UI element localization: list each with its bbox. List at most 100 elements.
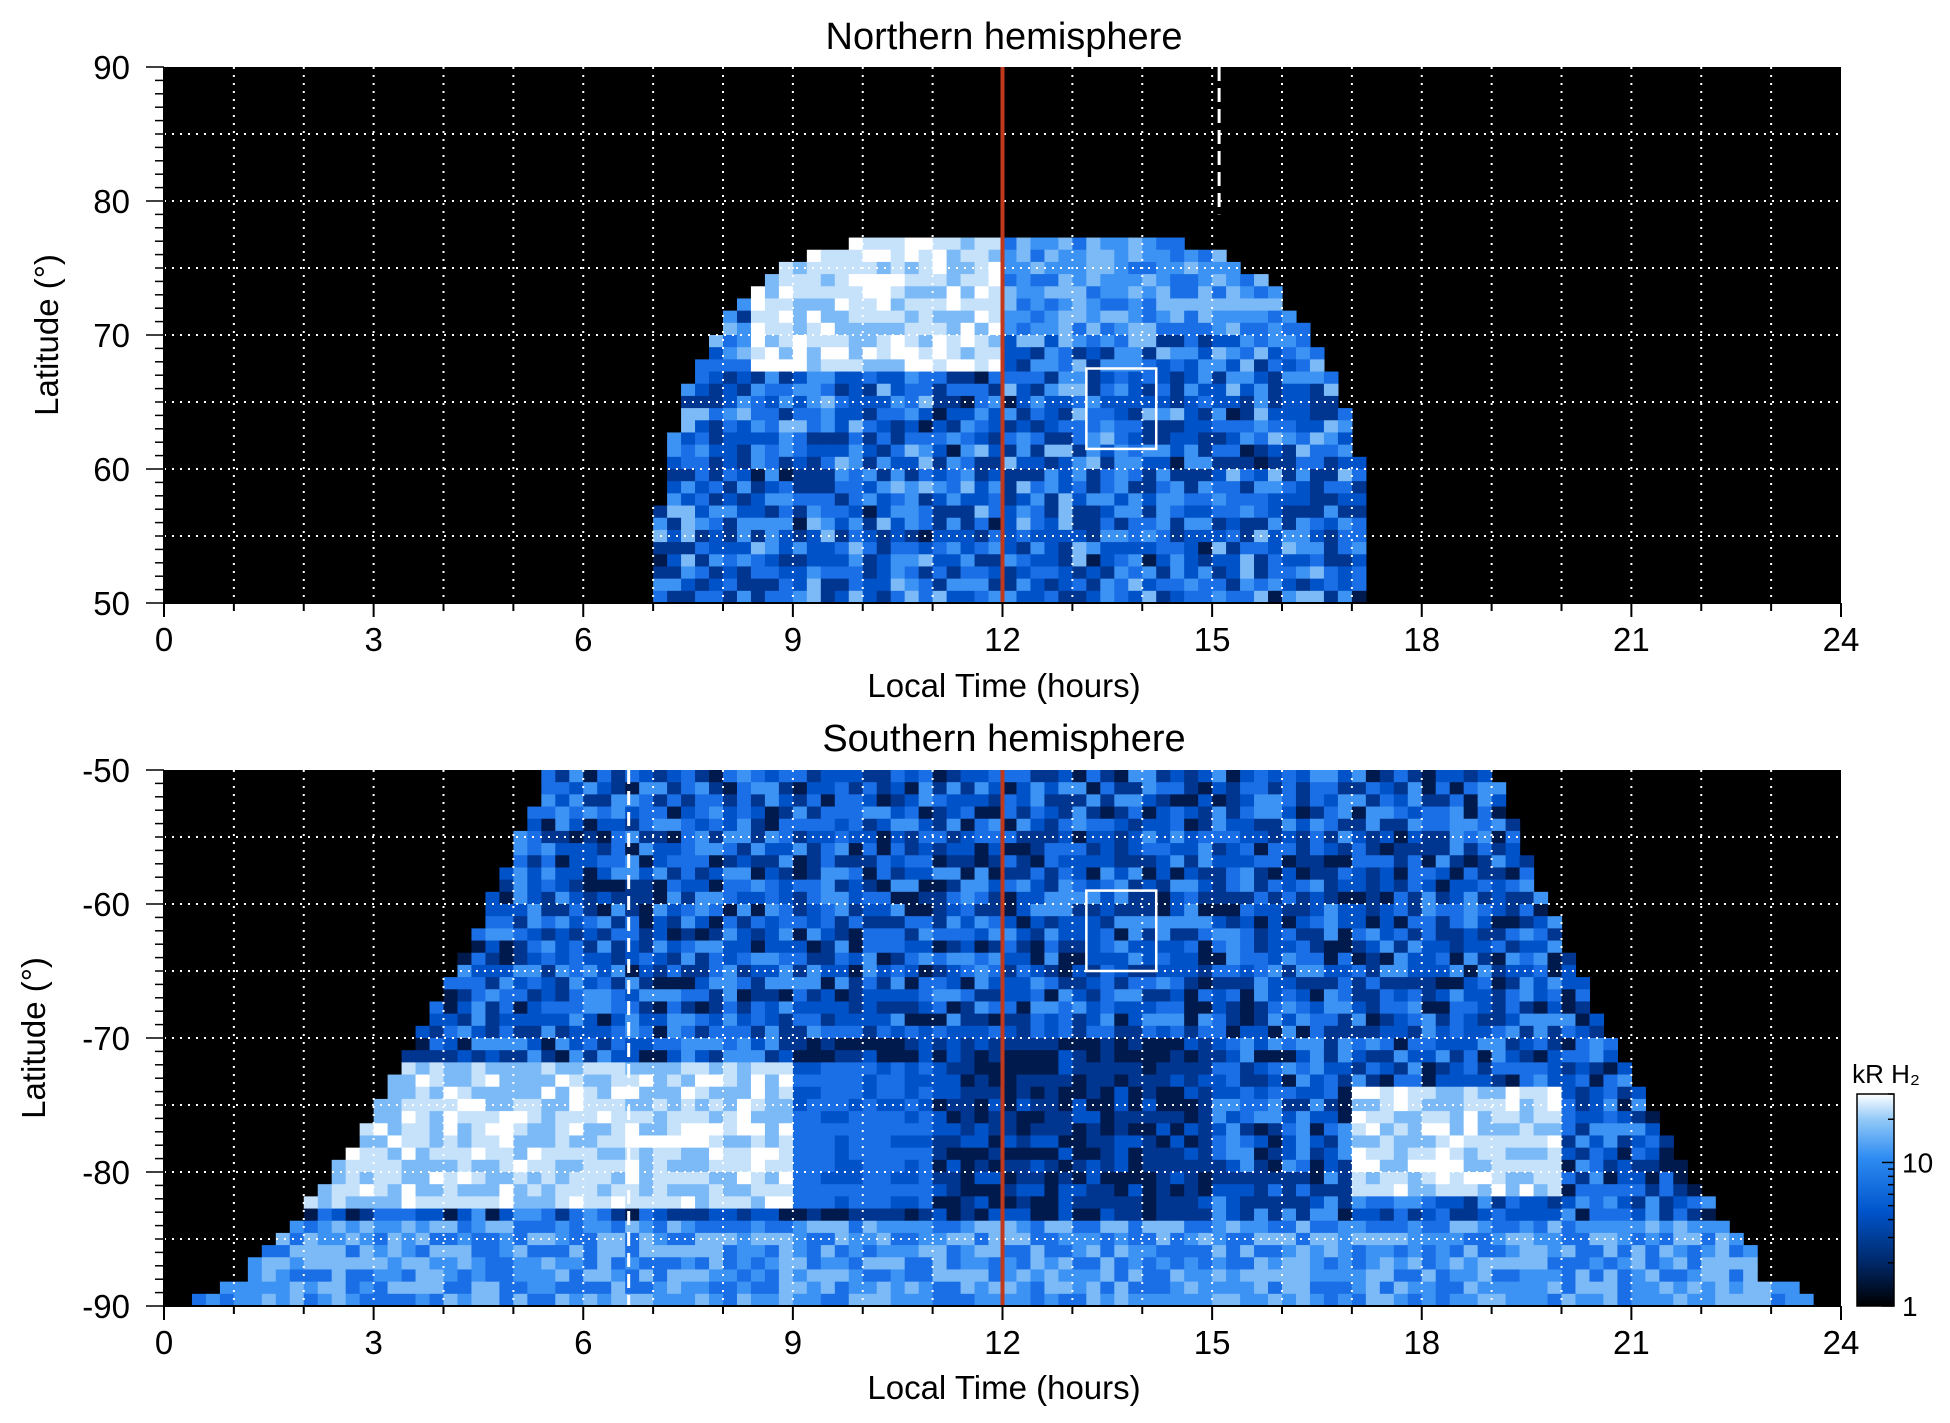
emission-cell: [1463, 940, 1479, 954]
emission-cell: [639, 818, 654, 832]
emission-cell: [1002, 1123, 1018, 1137]
emission-cell: [974, 1220, 990, 1234]
emission-cell: [862, 1074, 878, 1088]
emission-cell: [667, 867, 682, 881]
emission-cell: [1282, 578, 1297, 592]
emission-cell: [555, 770, 570, 783]
emission-cell: [862, 977, 878, 990]
emission-cell: [792, 554, 808, 568]
emission-cell: [960, 964, 976, 978]
emission-cell: [485, 1086, 500, 1100]
emission-cell: [583, 1050, 598, 1063]
emission-cell: [736, 566, 752, 580]
emission-cell: [1212, 420, 1227, 434]
emission-cell: [1365, 904, 1381, 917]
emission-cell: [681, 542, 696, 555]
emission-cell: [1379, 782, 1395, 795]
emission-cell: [1016, 916, 1032, 929]
emission-cell: [1309, 794, 1325, 808]
emission-cell: [1184, 1074, 1199, 1088]
emission-cell: [1268, 843, 1283, 856]
emission-cell: [876, 237, 892, 251]
emission-cell: [806, 493, 822, 507]
emission-cell: [1114, 542, 1129, 555]
emission-cell: [569, 830, 584, 844]
emission-cell: [1002, 359, 1018, 373]
emission-cell: [569, 952, 584, 966]
emission-cell: [1240, 554, 1255, 568]
emission-cell: [1128, 286, 1143, 300]
emission-cell: [373, 1196, 389, 1210]
emission-cell: [1365, 1293, 1381, 1307]
emission-cell: [1435, 940, 1451, 954]
emission-cell: [1128, 335, 1143, 348]
emission-cell: [1072, 1232, 1087, 1246]
emission-cell: [1254, 940, 1269, 954]
emission-cell: [1421, 1159, 1437, 1173]
emission-cell: [1170, 977, 1185, 990]
emission-cell: [485, 1245, 500, 1258]
emission-cell: [1240, 1269, 1255, 1283]
emission-cell: [1058, 578, 1073, 592]
emission-cell: [1365, 855, 1381, 869]
emission-cell: [667, 554, 682, 568]
emission-cell: [890, 371, 906, 385]
emission-cell: [988, 782, 1004, 795]
emission-cell: [1240, 830, 1255, 844]
emission-cell: [834, 529, 850, 543]
emission-cell: [1016, 1257, 1032, 1271]
emission-cell: [331, 1245, 347, 1258]
emission-cell: [723, 1062, 738, 1076]
emission-cell: [611, 1208, 626, 1222]
emission-cell: [1212, 249, 1227, 263]
emission-cell: [1449, 867, 1465, 881]
emission-cell: [1212, 1111, 1227, 1124]
emission-cell: [1128, 554, 1143, 568]
emission-cell: [1198, 1038, 1213, 1051]
emission-cell: [750, 566, 766, 580]
emission-cell: [1156, 1050, 1171, 1063]
emission-cell: [1491, 928, 1507, 942]
emission-cell: [709, 782, 724, 795]
emission-cell: [960, 408, 976, 421]
emission-cell: [1002, 1232, 1018, 1246]
emission-cell: [848, 1111, 864, 1124]
emission-cell: [764, 794, 780, 808]
emission-cell: [988, 989, 1004, 1003]
emission-cell: [1435, 770, 1451, 783]
emission-cell: [1309, 590, 1325, 604]
emission-cell: [1226, 1038, 1241, 1051]
emission-cell: [1002, 1050, 1018, 1063]
emission-cell: [890, 1172, 906, 1185]
emission-cell: [1226, 1001, 1241, 1015]
emission-cell: [778, 1111, 794, 1124]
emission-cell: [709, 1257, 724, 1271]
emission-cell: [541, 818, 556, 832]
emission-cell: [695, 481, 710, 494]
emission-cell: [443, 1257, 459, 1271]
emission-cell: [1295, 964, 1311, 978]
emission-cell: [932, 554, 948, 568]
emission-cell: [1184, 590, 1199, 604]
emission-cell: [1016, 395, 1032, 409]
emission-cell: [918, 590, 934, 604]
emission-cell: [639, 940, 654, 954]
emission-cell: [764, 554, 780, 568]
emission-cell: [471, 1281, 487, 1295]
emission-cell: [1309, 1025, 1325, 1039]
emission-cell: [1449, 1172, 1465, 1185]
emission-cell: [736, 395, 752, 409]
emission-cell: [709, 770, 724, 783]
emission-cell: [1058, 249, 1073, 263]
emission-cell: [1477, 916, 1493, 929]
emission-cell: [1268, 408, 1283, 421]
emission-cell: [1254, 818, 1269, 832]
emission-cell: [1282, 420, 1297, 434]
emission-cell: [1254, 1208, 1269, 1222]
emission-cell: [1128, 855, 1143, 869]
emission-cell: [1351, 1074, 1367, 1088]
emission-cell: [1100, 371, 1115, 385]
emission-cell: [1058, 1135, 1073, 1149]
emission-cell: [890, 566, 906, 580]
emission-cell: [1449, 1293, 1465, 1307]
